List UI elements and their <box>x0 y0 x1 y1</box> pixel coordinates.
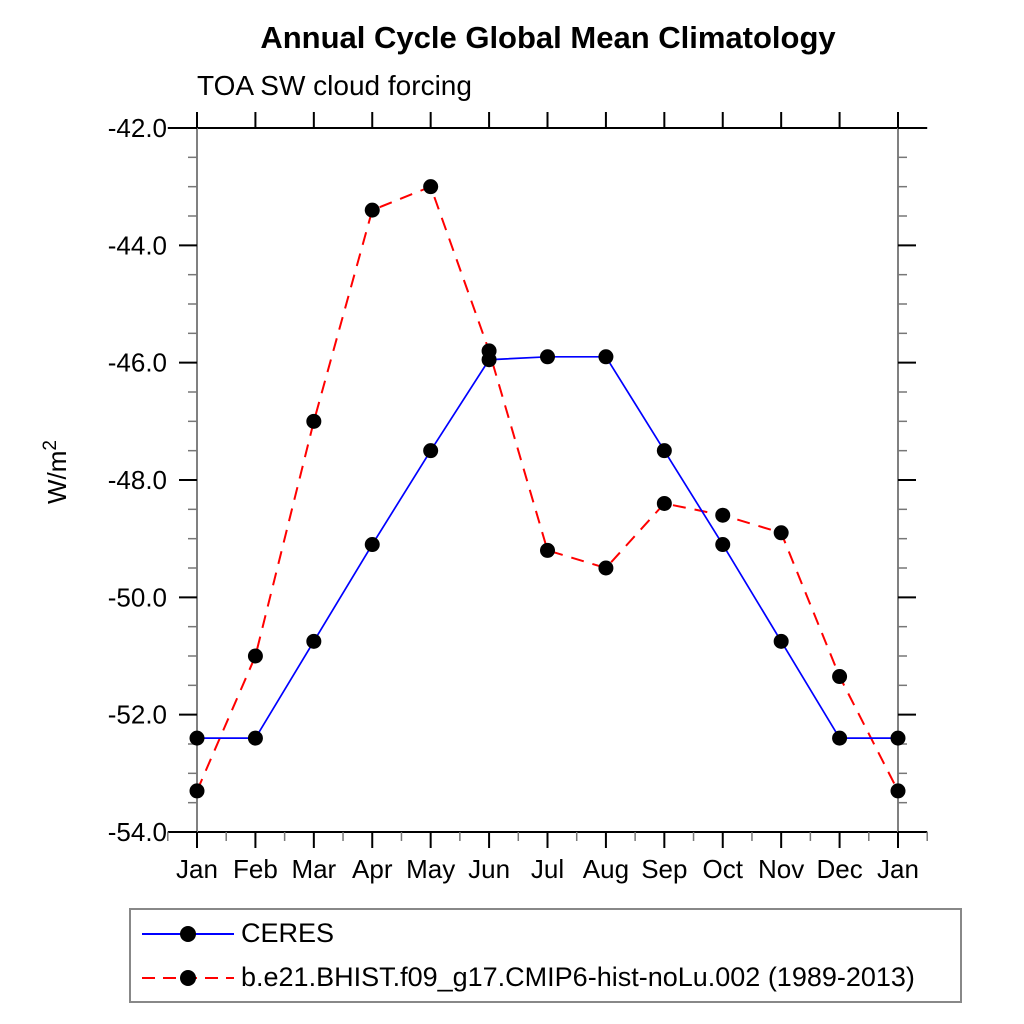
axes-frame <box>167 127 928 833</box>
chart-title: Annual Cycle Global Mean Climatology <box>260 20 836 55</box>
svg-text:Jul: Jul <box>531 854 564 884</box>
svg-text:-42.0: -42.0 <box>108 113 167 143</box>
legend-row-model: b.e21.BHIST.f09_g17.CMIP6-hist-noLu.002 … <box>138 956 960 1000</box>
y-axis-title: W/m2 <box>40 440 72 504</box>
svg-text:Aug: Aug <box>583 854 629 884</box>
series-markers-0 <box>189 349 906 746</box>
data-point <box>656 495 672 511</box>
svg-text:Feb: Feb <box>233 854 278 884</box>
data-point <box>364 537 380 553</box>
svg-text:Mar: Mar <box>291 854 336 884</box>
data-point <box>773 633 789 649</box>
svg-text:-44.0: -44.0 <box>108 230 167 260</box>
svg-text:Sep: Sep <box>641 854 687 884</box>
data-point <box>189 783 205 799</box>
data-point <box>540 542 555 558</box>
svg-text:-54.0: -54.0 <box>108 817 167 847</box>
svg-text:-48.0: -48.0 <box>108 465 167 495</box>
svg-text:Oct: Oct <box>703 854 744 884</box>
svg-text:Nov: Nov <box>758 854 804 884</box>
x-axis-ticks <box>167 112 928 848</box>
data-point <box>715 507 731 523</box>
data-point <box>189 730 205 746</box>
series-markers-1 <box>189 179 906 799</box>
x-axis-labels: Jan Feb Mar Apr May Jun Jul Aug Sep Oct Nov Dec Jan <box>176 854 919 884</box>
data-point <box>656 443 672 459</box>
svg-text:-52.0: -52.0 <box>108 700 167 730</box>
chart-subtitle: TOA SW cloud forcing <box>197 70 472 101</box>
series-line-1 <box>196 185 899 792</box>
data-point <box>832 730 848 746</box>
svg-text:-50.0: -50.0 <box>108 582 167 612</box>
data-point <box>715 537 731 553</box>
data-point <box>890 730 906 746</box>
svg-text:W/m2: W/m2 <box>40 440 72 504</box>
data-point <box>598 349 614 365</box>
legend-sample-model <box>142 969 234 986</box>
legend-row-ceres: CERES <box>138 912 960 956</box>
legend-label-model: b.e21.BHIST.f09_g17.CMIP6-hist-noLu.002 … <box>241 962 915 992</box>
svg-text:Dec: Dec <box>816 854 862 884</box>
data-point <box>540 349 555 365</box>
svg-text:Jan: Jan <box>877 854 919 884</box>
y-axis-ticks <box>179 127 916 833</box>
data-point <box>598 560 614 576</box>
data-point <box>423 443 439 459</box>
data-point <box>364 202 380 218</box>
data-point <box>247 648 263 664</box>
data-point <box>247 730 263 746</box>
legend-label-ceres: CERES <box>241 918 335 948</box>
svg-text:Apr: Apr <box>352 854 393 884</box>
data-point <box>832 669 848 685</box>
data-point <box>306 413 322 429</box>
legend-marker-sample-1 <box>180 969 196 986</box>
data-point <box>890 783 906 799</box>
legend-sample-ceres <box>142 925 234 942</box>
data-point <box>306 633 322 649</box>
svg-text:May: May <box>406 854 455 884</box>
svg-text:Jan: Jan <box>176 854 218 884</box>
data-point <box>773 525 789 541</box>
data-point <box>423 179 439 195</box>
data-point <box>481 343 497 359</box>
svg-text:Jun: Jun <box>468 854 510 884</box>
legend-marker-sample-0 <box>180 925 196 942</box>
svg-text:-46.0: -46.0 <box>108 348 167 378</box>
legend: CERES b.e21.BHIST.f09_g17.CMIP6-hist-noL… <box>129 908 962 1003</box>
y-axis-labels: -42.0 -44.0 -46.0 -48.0 -50.0 -52.0 -54.0 <box>108 113 167 847</box>
